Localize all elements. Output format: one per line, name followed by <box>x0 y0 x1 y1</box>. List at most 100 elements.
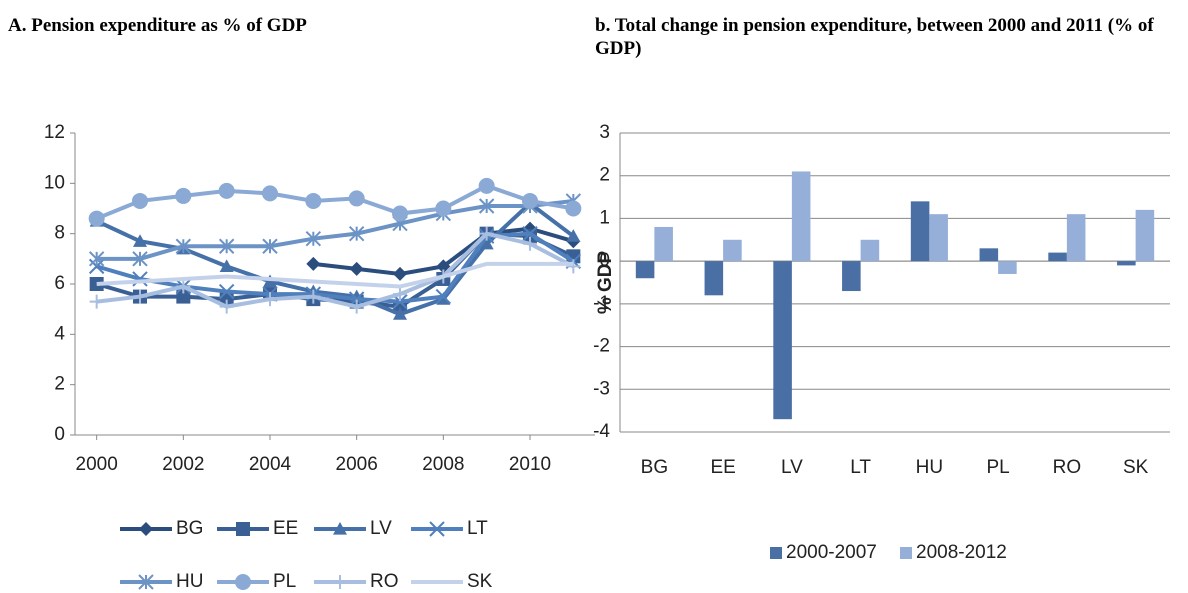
data-point <box>305 230 322 247</box>
data-point <box>306 289 321 304</box>
data-point <box>219 259 234 272</box>
x-tick-label: 2006 <box>336 454 378 475</box>
bar <box>635 261 655 279</box>
data-point <box>218 182 235 199</box>
data-point <box>88 251 105 267</box>
bar <box>704 261 724 296</box>
data-point <box>218 283 235 300</box>
data-point <box>133 234 147 247</box>
x-tick-label: LV <box>781 457 803 478</box>
data-point <box>349 299 364 314</box>
y-tick-label: 12 <box>44 122 65 143</box>
x-tick-label: LT <box>850 457 871 478</box>
x-tick-label: 2008 <box>422 454 464 475</box>
data-point <box>478 198 495 214</box>
y-tick-label: 1 <box>599 207 610 228</box>
legend-label: RO <box>370 571 399 592</box>
bar <box>860 239 880 262</box>
data-point <box>175 187 192 204</box>
y-tick-label: 0 <box>599 250 610 271</box>
legend-label: 2000-2007 <box>786 542 877 563</box>
data-point <box>176 289 191 304</box>
data-point <box>566 229 581 242</box>
data-point <box>89 294 104 309</box>
data-point <box>522 192 538 209</box>
x-tick-label: 2000 <box>76 454 118 475</box>
bar <box>979 248 999 262</box>
data-point <box>306 256 321 271</box>
data-point <box>132 192 148 209</box>
data-point <box>348 190 365 207</box>
legend-label: LV <box>370 518 392 539</box>
y-tick-label: 10 <box>44 172 65 193</box>
chart-title: A. Pension expenditure as % of GDP <box>8 15 307 36</box>
data-point <box>348 225 365 242</box>
data-point <box>435 288 452 305</box>
data-point <box>88 258 105 275</box>
data-point <box>565 200 582 217</box>
legend-marker <box>333 522 347 535</box>
data-point <box>305 192 322 209</box>
legend-label: PL <box>273 571 296 592</box>
legend-label: 2008-2012 <box>916 542 1007 563</box>
legend-label: HU <box>176 571 203 592</box>
legend-marker <box>138 574 154 590</box>
legend-marker <box>236 522 250 536</box>
data-point <box>393 287 407 302</box>
bar <box>1117 261 1136 266</box>
data-point <box>349 261 364 276</box>
data-point <box>218 238 235 254</box>
data-point <box>88 210 105 227</box>
chart-title: b. Total change in pension expenditure, … <box>595 15 1154 59</box>
data-point <box>478 177 495 194</box>
data-point <box>262 185 278 202</box>
legend-marker <box>429 521 445 537</box>
data-point <box>479 236 494 250</box>
series-line <box>96 231 575 309</box>
legend-label: SK <box>467 571 493 592</box>
legend-marker <box>333 575 347 589</box>
data-point <box>522 225 538 242</box>
data-point <box>219 299 234 314</box>
bar <box>773 261 792 420</box>
y-tick-label: -3 <box>593 378 610 399</box>
data-point <box>435 200 452 217</box>
y-tick-label: -2 <box>593 336 610 357</box>
x-tick-label: EE <box>710 457 735 478</box>
y-tick-label: 2 <box>54 374 65 395</box>
bar <box>1048 252 1067 262</box>
legend-swatch <box>900 547 912 559</box>
y-axis-label: % GDP <box>595 251 616 315</box>
y-tick-label: -1 <box>593 293 610 314</box>
x-tick-label: 2004 <box>249 454 292 475</box>
bar <box>929 214 948 262</box>
data-point <box>176 279 191 294</box>
bar <box>842 261 861 292</box>
bar <box>1135 209 1155 262</box>
x-tick-label: RO <box>1053 457 1082 478</box>
bar <box>723 239 742 262</box>
bar <box>1066 214 1086 262</box>
legend-label: LT <box>467 518 488 539</box>
legend-swatch <box>770 547 782 559</box>
data-point <box>263 292 277 307</box>
data-point <box>392 205 408 222</box>
series-line <box>96 261 574 289</box>
data-point <box>436 259 451 274</box>
bar <box>910 201 930 262</box>
legend-label: EE <box>273 518 298 539</box>
x-tick-label: SK <box>1123 457 1149 478</box>
legend-marker <box>139 522 153 536</box>
data-point <box>523 236 537 251</box>
data-point <box>393 266 407 281</box>
data-point <box>132 251 148 267</box>
bar <box>998 261 1017 274</box>
data-point <box>479 226 494 241</box>
legend-marker <box>235 574 251 590</box>
y-tick-label: 4 <box>54 323 65 344</box>
y-tick-label: 2 <box>599 165 610 186</box>
legend-label: BG <box>176 518 203 539</box>
x-tick-label: PL <box>987 457 1010 478</box>
y-tick-label: 3 <box>599 122 610 143</box>
